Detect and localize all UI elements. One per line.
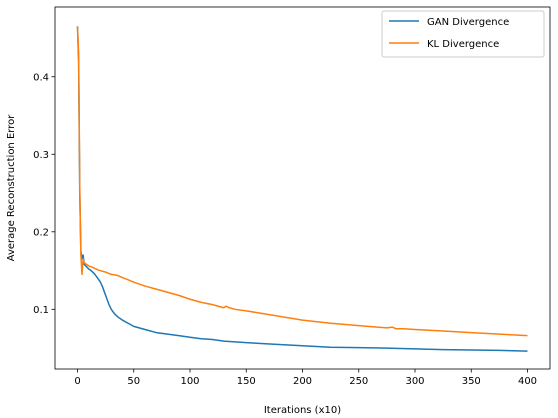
x-tick-label: 100	[180, 376, 199, 387]
series-line-kl-divergence	[76, 26, 528, 337]
x-axis-ticks: 0 50 100 150 200 250 300 350 400	[74, 369, 537, 387]
x-tick-label: 50	[127, 376, 140, 387]
x-tick-label: 350	[462, 376, 481, 387]
y-axis-ticks: 0.1 0.2 0.3 0.4	[33, 72, 55, 316]
x-tick-label: 200	[293, 376, 312, 387]
legend-label-kl-divergence: KL Divergence	[427, 39, 499, 50]
y-tick-label: 0.4	[33, 72, 49, 83]
x-tick-label: 400	[518, 376, 537, 387]
x-tick-label: 0	[74, 376, 80, 387]
y-tick-label: 0.3	[33, 150, 49, 161]
series-line-gan-divergence	[76, 26, 528, 352]
x-tick-label: 250	[349, 376, 368, 387]
legend-label-gan-divergence: GAN Divergence	[427, 17, 509, 28]
y-axis-label: Average Reconstruction Error	[6, 114, 17, 262]
y-tick-label: 0.1	[33, 305, 49, 316]
x-tick-label: 300	[405, 376, 424, 387]
legend: GAN Divergence KL Divergence	[381, 10, 545, 58]
y-tick-label: 0.2	[33, 227, 49, 238]
x-axis-label: Iterations (x10)	[264, 405, 341, 416]
x-tick-label: 150	[237, 376, 256, 387]
legend-box	[381, 10, 545, 58]
series-layer	[76, 26, 528, 352]
